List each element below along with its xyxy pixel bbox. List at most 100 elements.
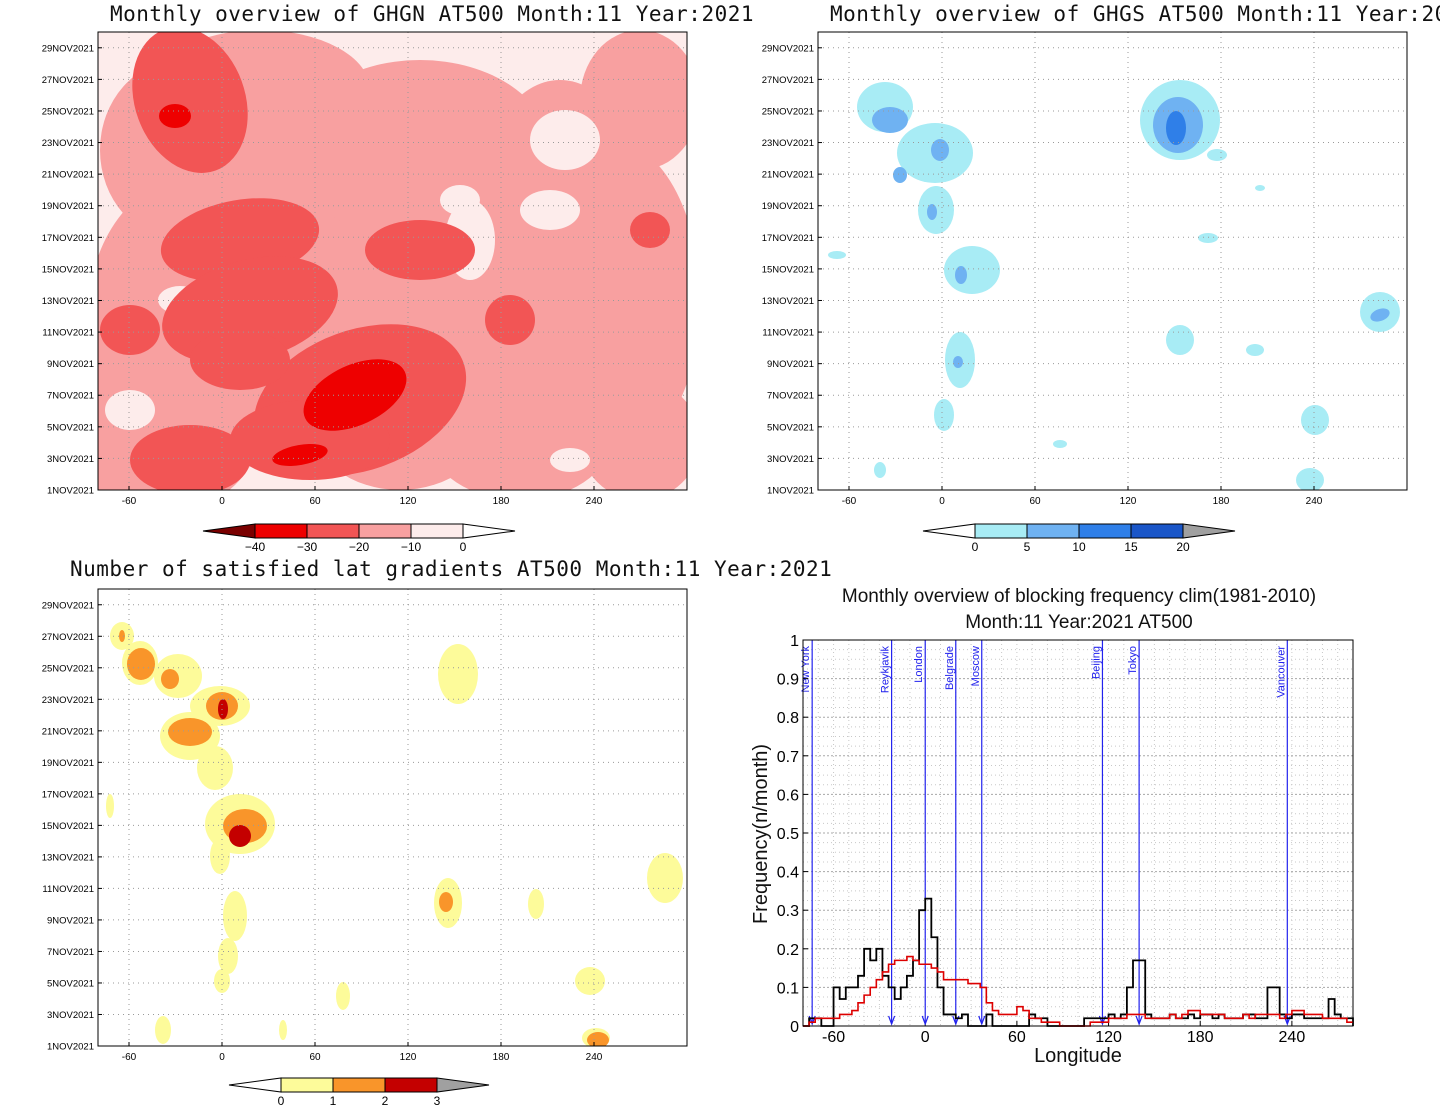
ghgs-region-10 (955, 266, 967, 284)
ghgn-colorbar-seg (358, 523, 412, 539)
ghgn-ytick-label: 3NOV2021 (47, 454, 94, 465)
ghgs-region-5 (1296, 468, 1324, 490)
ghgs-frame (817, 31, 1408, 491)
blocking-marker-label: Vancouver (1275, 646, 1287, 698)
lat-ytick-label: 7NOV2021 (47, 947, 94, 958)
ghgs-region-5 (1198, 233, 1218, 243)
ghgn-colorbar-label: −30 (297, 540, 318, 554)
ghgs-colorbar-right (1182, 523, 1236, 539)
lat-region-1 (336, 982, 350, 1010)
ghgn-region-0 (440, 185, 480, 215)
lat-region-2 (119, 630, 125, 642)
ghgn-colorbar-left (202, 523, 256, 539)
ghgs-colorbar-label: 0 (972, 540, 979, 554)
blocking-ytick-label: 0.6 (777, 787, 799, 804)
lat-xtick-label: 240 (586, 1052, 603, 1063)
blocking-ytick-label: 0.3 (777, 903, 799, 920)
lat-ytick-label: 1NOV2021 (47, 1042, 94, 1053)
blocking-ytick-label: 0.2 (777, 942, 799, 959)
ghgs-region-10 (931, 139, 949, 161)
ghgs-colorbar-seg (974, 523, 1028, 539)
ghgn-xtick-label: 0 (219, 496, 225, 507)
blocking-frame (802, 639, 1354, 1027)
ghgs-colorbar-left (922, 523, 976, 539)
lat-region-1 (438, 644, 478, 704)
blocking-xtick-label: 60 (1008, 1029, 1026, 1046)
ghgn-region-0 (105, 390, 155, 430)
ghgn-colorbar-seg (306, 523, 360, 539)
blocking-series-red (803, 955, 1353, 1027)
lat-colorbar-seg (280, 1077, 334, 1093)
ghgn-colorbar-seg (254, 523, 308, 539)
blocking-ytick-label: 0.7 (777, 749, 799, 766)
ghgn-ytick-label: 1NOV2021 (47, 486, 94, 497)
blocking-ytick-label: 0.5 (777, 826, 799, 843)
lat-ytick-label: 3NOV2021 (47, 1010, 94, 1021)
ghgn-region-30 (303, 359, 407, 431)
ghgs-ytick-label: 17NOV2021 (762, 233, 814, 244)
ghgs-colorbar-label: 15 (1124, 540, 1138, 554)
ghgn-ytick-label: 21NOV2021 (42, 170, 94, 181)
lat-region-1 (223, 891, 247, 941)
ghgn-region-20 (630, 212, 670, 248)
ghgs-ytick-label: 9NOV2021 (767, 359, 814, 370)
ghgs-colorbar-label: 10 (1072, 540, 1086, 554)
ghgs-ytick-label: 27NOV2021 (762, 75, 814, 86)
lat-ytick-label: 17NOV2021 (42, 789, 94, 800)
ghgs-region-5 (874, 462, 886, 478)
lat-frame (97, 588, 688, 1047)
ghgs-region-5 (1166, 325, 1194, 355)
lat-xtick-label: 120 (400, 1052, 417, 1063)
lat-ytick-label: 27NOV2021 (42, 632, 94, 643)
ghgs-ytick-label: 23NOV2021 (762, 138, 814, 149)
lat-ytick-label: 5NOV2021 (47, 978, 94, 989)
lat-region-1 (106, 794, 114, 818)
ghgs-xtick-label: 0 (939, 496, 945, 507)
ghgn-colorbar-label: −20 (349, 540, 370, 554)
lat-region-2 (168, 718, 212, 746)
lat-xtick-label: -60 (122, 1052, 137, 1063)
lat-region-1 (279, 1020, 287, 1040)
ghgs-region-10 (872, 107, 908, 133)
ghgn-region-20 (485, 295, 535, 345)
ghgn-region-20 (162, 256, 338, 364)
ghgn-ytick-label: 11NOV2021 (42, 328, 94, 339)
ghgn-colorbar-seg (410, 523, 464, 539)
blocking-marker-label: Beijing (1090, 646, 1102, 679)
ghgn-frame (97, 31, 688, 491)
ghgn-chart: -60 0 60 120 180 240 1NOV2021 3NOV2021 5NOV2021 7… (42, 31, 688, 554)
blocking-ytick-label: 0.4 (777, 865, 799, 882)
ghgs-ytick-label: 1NOV2021 (767, 486, 814, 497)
ghgs-region-5 (1301, 405, 1329, 435)
ghgs-xtick-label: 60 (1029, 496, 1041, 507)
lat-ytick-label: 11NOV2021 (42, 884, 94, 895)
ghgn-ytick-label: 13NOV2021 (42, 296, 94, 307)
blocking-title-line2: Month:11 Year:2021 AT500 (965, 612, 1192, 633)
ghgs-ytick-label: 3NOV2021 (767, 454, 814, 465)
lat-colorbar-seg (332, 1077, 386, 1093)
blocking-ylabel: Frequency(n/month) (750, 744, 772, 924)
blocking-ytick-label: 0.8 (777, 710, 799, 727)
ghgs-xtick-label: 240 (1306, 496, 1323, 507)
lat-colorbar-label: 3 (434, 1094, 441, 1108)
ghgs-region-5 (1246, 344, 1264, 356)
ghgs-colorbar-label: 20 (1176, 540, 1190, 554)
blocking-ytick-label: 0 (790, 1019, 799, 1036)
lat-region-1 (647, 853, 683, 903)
ghgn-ytick-label: 25NOV2021 (42, 106, 94, 117)
ghgs-ytick-label: 5NOV2021 (767, 422, 814, 433)
ghgs-region-15 (1166, 111, 1186, 145)
lat-colorbar-seg (384, 1077, 438, 1093)
ghgn-ytick-label: 5NOV2021 (47, 422, 94, 433)
lat-region-1 (197, 746, 233, 790)
lat-xtick-label: 0 (219, 1052, 225, 1063)
ghgn-title: Monthly overview of GHGN AT500 Month:11 … (110, 2, 755, 26)
ghgs-region-5 (1255, 185, 1265, 191)
ghgn-region-20 (132, 32, 248, 173)
ghgs-chart: -60 0 60 120 180 240 1NOV2021 3NOV2021 5NOV2021 7… (762, 31, 1408, 554)
lat-region-3 (229, 825, 251, 847)
lat-colorbar-label: 0 (278, 1094, 285, 1108)
lat-colorbar-left (228, 1077, 282, 1093)
lat-colorbar-label: 1 (330, 1094, 337, 1108)
blocking-marker-label: Reykjavik (880, 646, 892, 694)
